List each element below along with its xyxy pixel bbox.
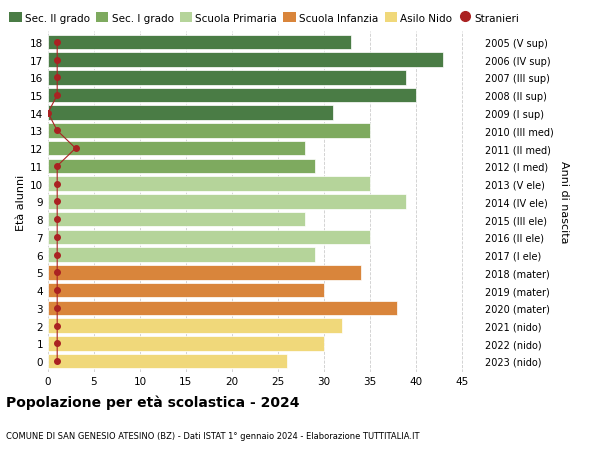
Bar xyxy=(48,35,352,50)
Bar xyxy=(48,213,305,227)
Bar xyxy=(48,89,416,103)
Y-axis label: Età alunni: Età alunni xyxy=(16,174,26,230)
Bar xyxy=(48,301,397,315)
Bar xyxy=(48,124,370,139)
Bar xyxy=(48,106,333,121)
Bar xyxy=(48,195,406,209)
Bar xyxy=(48,53,443,67)
Legend: Sec. II grado, Sec. I grado, Scuola Primaria, Scuola Infanzia, Asilo Nido, Stran: Sec. II grado, Sec. I grado, Scuola Prim… xyxy=(9,13,519,23)
Bar xyxy=(48,142,305,156)
Bar xyxy=(48,283,324,298)
Text: Popolazione per età scolastica - 2024: Popolazione per età scolastica - 2024 xyxy=(6,395,299,409)
Bar xyxy=(48,265,361,280)
Bar xyxy=(48,354,287,369)
Bar xyxy=(48,230,370,245)
Y-axis label: Anni di nascita: Anni di nascita xyxy=(559,161,569,243)
Bar xyxy=(48,336,324,351)
Bar xyxy=(48,177,370,191)
Bar xyxy=(48,319,342,333)
Bar xyxy=(48,248,314,262)
Text: COMUNE DI SAN GENESIO ATESINO (BZ) - Dati ISTAT 1° gennaio 2024 - Elaborazione T: COMUNE DI SAN GENESIO ATESINO (BZ) - Dat… xyxy=(6,431,419,440)
Bar xyxy=(48,159,314,174)
Bar xyxy=(48,71,406,85)
